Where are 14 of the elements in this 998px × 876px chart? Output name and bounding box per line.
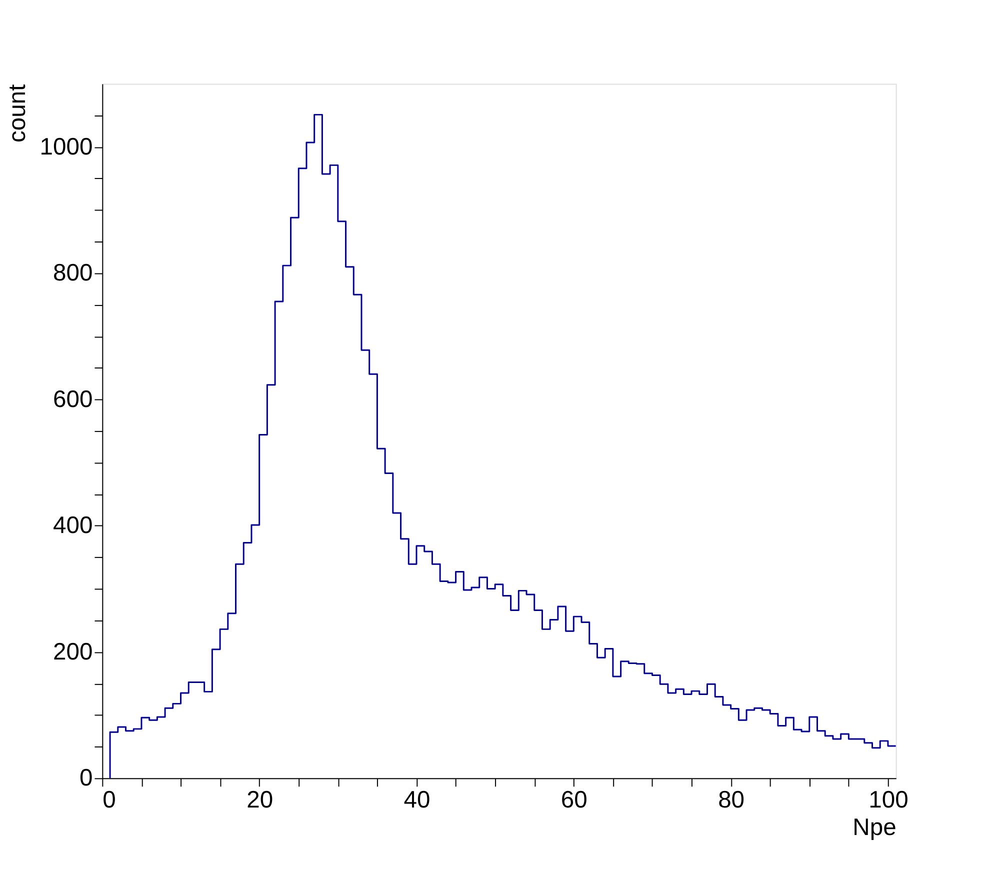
x-tick-label: 20 — [246, 786, 274, 814]
x-axis-title: Npe — [852, 814, 896, 842]
x-tick-label: 0 — [102, 786, 116, 814]
y-axis-title: count — [4, 84, 31, 142]
x-tick-label: 100 — [868, 786, 908, 814]
y-tick-label: 400 — [53, 512, 93, 540]
y-tick-label: 800 — [53, 260, 93, 287]
x-tick-label: 80 — [718, 786, 745, 814]
y-tick-label: 0 — [80, 764, 93, 792]
y-tick-label: 1000 — [40, 133, 93, 160]
x-tick-label: 40 — [404, 786, 430, 814]
y-tick-label: 200 — [53, 638, 93, 666]
x-tick-label: 60 — [560, 786, 588, 814]
y-tick-label: 600 — [53, 386, 93, 413]
